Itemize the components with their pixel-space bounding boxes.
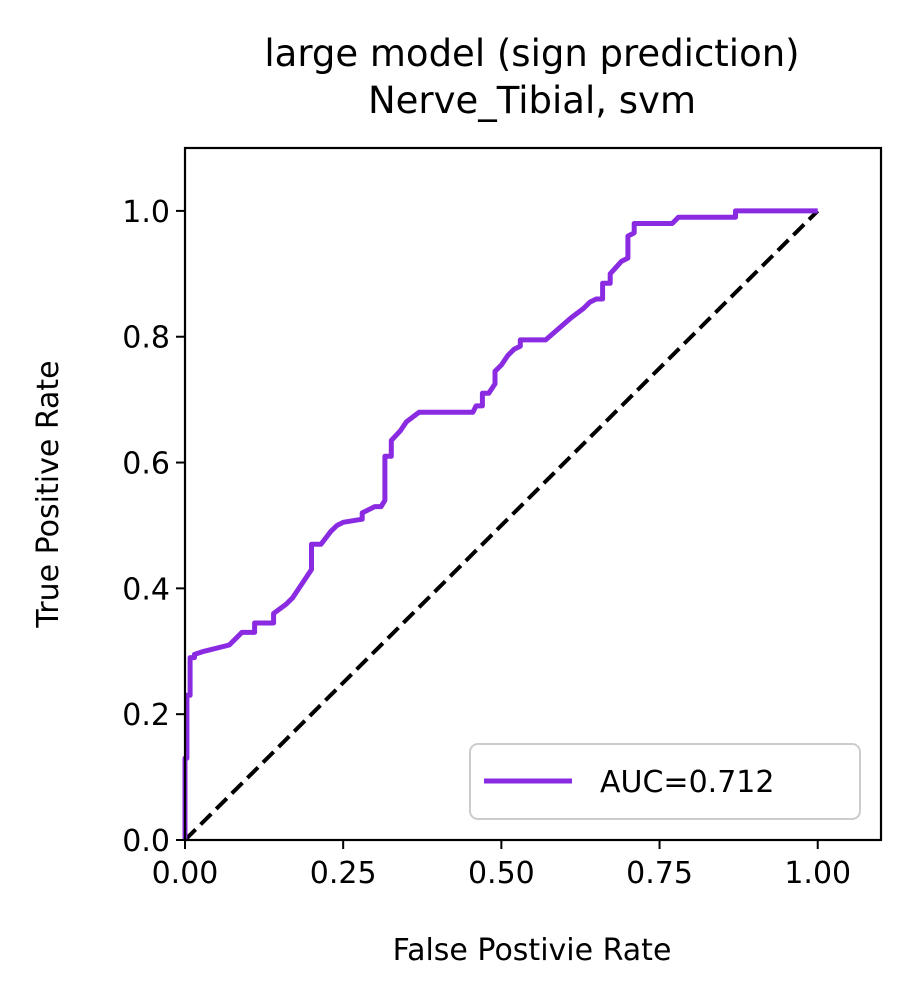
y-tick-label: 0.0: [122, 824, 170, 859]
y-tick-label: 0.4: [122, 572, 170, 607]
legend-box: [469, 743, 861, 820]
chart-subtitle: Nerve_Tibial, svm: [368, 79, 696, 122]
x-tick-label: 0.75: [626, 856, 693, 891]
legend-label: AUC=0.712: [600, 765, 774, 800]
axes-frame: [183, 146, 883, 842]
x-tick-label: 0.50: [468, 856, 535, 891]
y-tick-label: 0.6: [122, 447, 170, 482]
chance-diagonal-line: [183, 209, 820, 842]
chart-title: large model (sign prediction): [264, 32, 799, 75]
y-axis-label: True Positive Rate: [31, 360, 66, 628]
y-tick-label: 0.2: [122, 698, 170, 733]
legend: AUC=0.712: [469, 743, 861, 820]
y-tick-label: 0.8: [122, 321, 170, 356]
plot-area: [182, 208, 820, 842]
roc-curve-line: [182, 208, 818, 840]
x-tick-label: 0.00: [152, 856, 219, 891]
y-tick-label: 1.0: [122, 195, 170, 230]
x-tick-label: 1.00: [784, 856, 851, 891]
x-axis-label: False Postivie Rate: [393, 933, 672, 968]
x-tick-label: 0.25: [310, 856, 377, 891]
axes: 0.00 0.25 0.50 0.75 1.00 0.0 0.2 0.4 0.6 0.8 1.0: [122, 195, 851, 891]
